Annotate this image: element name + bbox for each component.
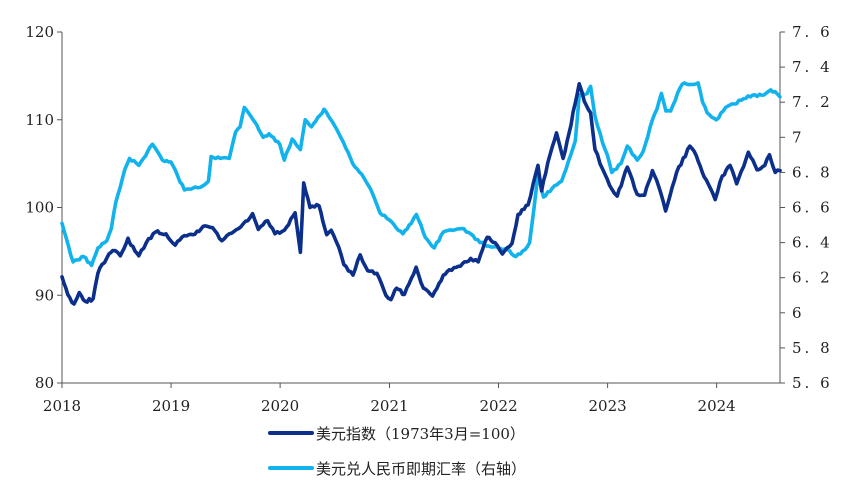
x-axis-ticks: 2018 2019 2020 2021 2022 2023 2024 — [43, 383, 736, 415]
legend-label: 美元指数（1973年3月=100） — [316, 425, 525, 443]
series-layer — [60, 81, 782, 306]
right-tick-label: 5. 8 — [792, 339, 833, 357]
right-tick-label: 6 — [792, 304, 805, 322]
left-tick-label: 120 — [25, 23, 54, 41]
left-tick-label: 110 — [25, 111, 54, 129]
left-tick-label: 80 — [35, 374, 54, 392]
usdcny-series-line — [60, 81, 782, 268]
right-tick-label: 7. 2 — [792, 93, 833, 111]
right-tick-label: 6. 8 — [792, 163, 833, 181]
right-tick-label: 6. 6 — [792, 199, 833, 217]
right-tick-label: 7 — [792, 128, 805, 146]
right-tick-label: 6. 2 — [792, 269, 833, 287]
x-tick-label: 2022 — [479, 397, 517, 415]
x-tick-label: 2023 — [589, 397, 627, 415]
left-tick-label: 100 — [25, 199, 54, 217]
x-tick-label: 2020 — [261, 397, 299, 415]
legend-label: 美元兑人民币即期汇率（右轴） — [316, 460, 526, 478]
axes — [61, 32, 781, 384]
left-axis-ticks: 80 90 100 110 120 — [25, 23, 62, 392]
left-tick-label: 90 — [35, 286, 54, 304]
x-tick-label: 2018 — [43, 397, 81, 415]
x-tick-label: 2019 — [152, 397, 190, 415]
dxy-series-line — [60, 82, 782, 306]
legend: 美元指数（1973年3月=100） 美元兑人民币即期汇率（右轴） — [268, 425, 526, 478]
x-tick-label: 2024 — [698, 397, 736, 415]
x-tick-label: 2021 — [370, 397, 408, 415]
right-tick-label: 7. 6 — [792, 23, 833, 41]
right-tick-label: 6. 4 — [792, 234, 833, 252]
right-tick-label: 5. 6 — [792, 374, 833, 392]
right-tick-label: 7. 4 — [792, 58, 833, 76]
right-axis-ticks: 5. 6 5. 8 6 6. 2 6. 4 6. 6 6. 8 7 7. 2 7. 4 7. 6 — [780, 23, 833, 392]
